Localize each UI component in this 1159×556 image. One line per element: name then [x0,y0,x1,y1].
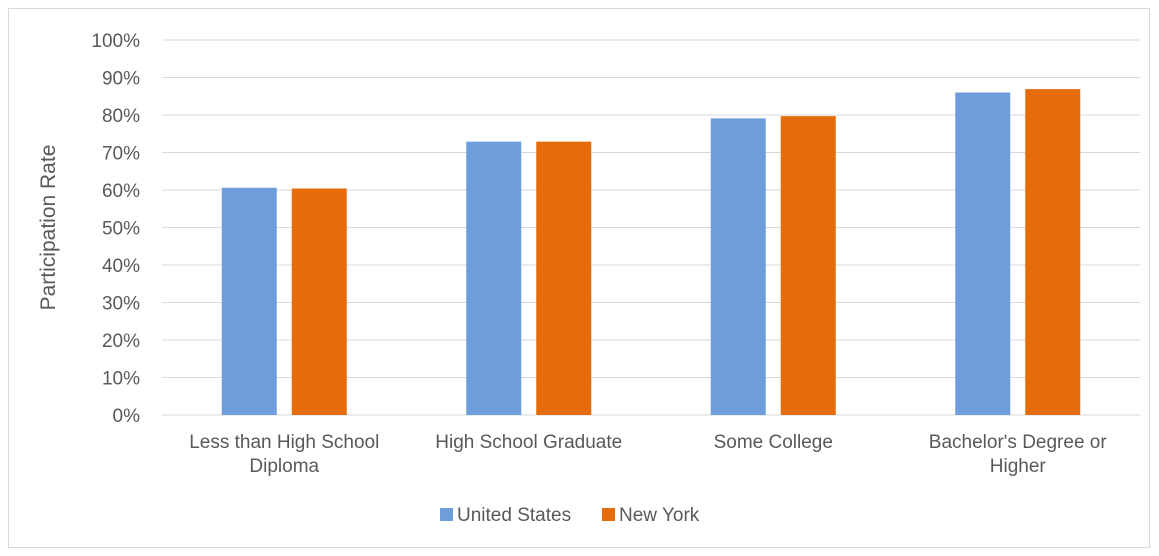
bars [221,89,1081,415]
x-axis-categories: Less than High School Diploma High School … [189,432,1107,477]
bar-united-states [221,187,277,415]
y-tick-label: 100% [91,31,140,52]
legend: United States New York [440,505,700,526]
bar-united-states [466,141,522,415]
bar-new-york [536,141,592,415]
legend-swatch [440,508,453,521]
y-tick-label: 0% [113,406,141,427]
y-tick-label: 40% [102,256,140,277]
x-category-label: High School Graduate [435,432,622,453]
x-category-label: Some College [714,432,833,453]
y-tick-label: 30% [102,294,140,315]
y-tick-label: 60% [102,181,140,202]
bar-united-states [710,118,766,415]
y-tick-label: 10% [102,369,140,390]
bar-united-states [955,92,1011,415]
y-tick-label: 80% [102,106,140,127]
legend-label: New York [619,505,700,526]
y-tick-label: 20% [102,331,140,352]
y-axis-ticks: 0% 10% 20% 30% 40% 50% 60% 70% 80% 90% 100% [91,31,140,427]
y-tick-label: 90% [102,69,140,90]
x-category-label: Bachelor's Degree or Higher [929,432,1108,477]
y-tick-label: 70% [102,144,140,165]
y-tick-label: 50% [102,219,140,240]
legend-label: United States [457,505,571,526]
bar-new-york [780,116,836,415]
y-axis-title: Participation Rate [37,145,60,311]
legend-swatch [602,508,615,521]
bar-new-york [291,188,347,415]
x-category-label: Less than High School Diploma [189,432,379,477]
bar-new-york [1025,89,1081,415]
